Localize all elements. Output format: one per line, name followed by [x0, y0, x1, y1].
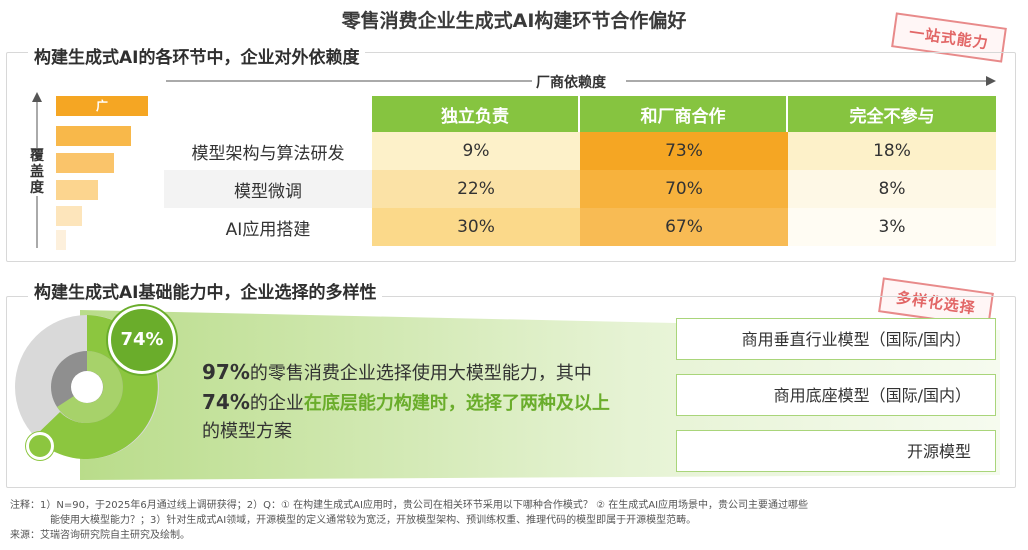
dependency-arrow	[166, 76, 996, 86]
description-line2: 的企业	[249, 393, 304, 414]
footnotes: 注释：1）N=90，于2025年6月通过线上调研获得；2）Q：① 在构建生成式A…	[10, 498, 1020, 543]
option-open-source-model: 开源模型	[676, 430, 996, 472]
table-cell: 70%	[580, 170, 788, 208]
table-cell: 9%	[372, 132, 580, 170]
table-cell: 8%	[788, 170, 996, 208]
pyramid-bar-1: 广	[56, 96, 148, 116]
row-label: AI应用搭建	[164, 208, 372, 246]
highlight-97: 97%	[202, 360, 250, 384]
table-cell: 67%	[580, 208, 788, 246]
pyramid-bar-3	[56, 153, 114, 173]
row-label: 模型微调	[164, 170, 372, 208]
table-cell: 18%	[788, 132, 996, 170]
col-header: 和厂商合作	[580, 96, 788, 132]
table-cell: 73%	[580, 132, 788, 170]
diversity-description: 97%的零售消费企业选择使用大模型能力，其中 74%的企业在底层能力构建时，选择…	[202, 358, 672, 446]
table-cell: 30%	[372, 208, 580, 246]
option-vertical-model: 商用垂直行业模型（国际/国内）	[676, 318, 996, 360]
pyramid-bar-5	[56, 206, 82, 226]
section-dependency-title: 构建生成式AI的各环节中，企业对外依赖度	[28, 43, 366, 68]
table-cell: 3%	[788, 208, 996, 246]
description-green: 在底层能力构建时，选择了两种及以上	[303, 393, 610, 414]
row-label: 模型架构与算法研发	[164, 132, 372, 170]
donut-callout-label: 74%	[108, 306, 176, 374]
pyramid-bar-2	[56, 126, 131, 146]
section-dependency-box	[6, 52, 1016, 262]
footnote-source: 来源：艾瑞咨询研究院自主研究及绘制。	[10, 530, 190, 541]
coverage-label: 覆盖度	[28, 148, 46, 196]
col-header: 完全不参与	[788, 96, 996, 132]
donut-marker-dot	[26, 432, 54, 460]
highlight-74: 74%	[202, 390, 250, 414]
coverage-pyramid: 广	[56, 96, 156, 250]
donut-inner-segment	[57, 351, 123, 423]
dependency-table: 独立负责 和厂商合作 完全不参与 模型架构与算法研发 9% 73% 18% 模型…	[164, 96, 996, 246]
description-line1: 的零售消费企业选择使用大模型能力，其中	[249, 363, 592, 384]
col-header: 独立负责	[372, 96, 580, 132]
model-options: 商用垂直行业模型（国际/国内） 商用底座模型（国际/国内） 开源模型	[676, 318, 996, 478]
table-cell: 22%	[372, 170, 580, 208]
footnote-line1: 注释：1）N=90，于2025年6月通过线上调研获得；2）Q：① 在构建生成式A…	[10, 500, 809, 511]
donut-hole	[71, 371, 103, 403]
table-row: AI应用搭建 30% 67% 3%	[164, 208, 996, 246]
section-diversity-box	[6, 296, 1016, 488]
footnote-line2: 能使用大模型能力？；3）针对生成式AI领域，开源模型的定义通常较为宽泛，开放模型…	[50, 515, 697, 526]
pyramid-bar-6	[56, 230, 66, 250]
pyramid-bar-4	[56, 180, 98, 200]
table-corner	[164, 96, 372, 132]
dependency-label: 厂商依赖度	[532, 72, 610, 92]
table-row: 模型微调 22% 70% 8%	[164, 170, 996, 208]
option-base-model: 商用底座模型（国际/国内）	[676, 374, 996, 416]
description-line3: 的模型方案	[202, 421, 292, 442]
table-row: 模型架构与算法研发 9% 73% 18%	[164, 132, 996, 170]
section-diversity-title: 构建生成式AI基础能力中，企业选择的多样性	[28, 278, 383, 303]
page-title: 零售消费企业生成式AI构建环节合作偏好	[341, 10, 687, 32]
